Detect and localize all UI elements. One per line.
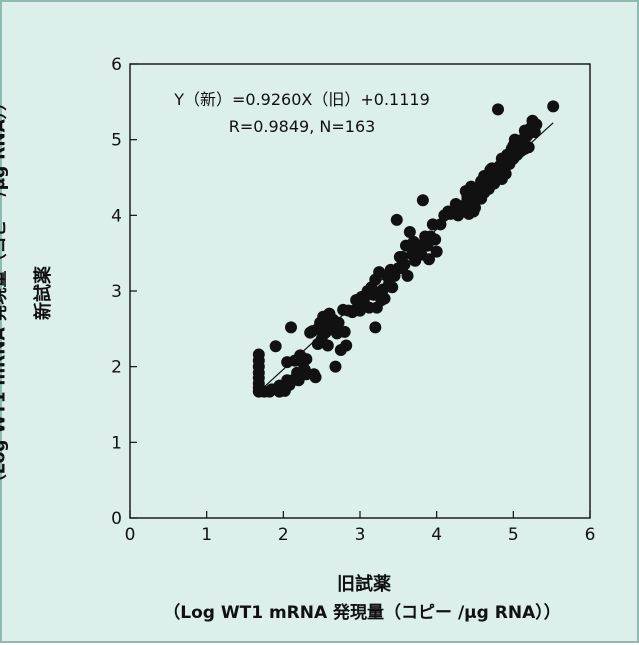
data-point bbox=[252, 348, 265, 361]
x-axis-title: 旧試薬 bbox=[337, 574, 391, 595]
data-point bbox=[465, 180, 478, 193]
x-tick-label: 0 bbox=[125, 525, 136, 545]
data-point bbox=[369, 273, 382, 286]
data-point bbox=[461, 190, 474, 203]
data-point bbox=[403, 225, 416, 238]
x-tick-label: 4 bbox=[431, 525, 442, 545]
y-tick-label: 1 bbox=[111, 433, 122, 453]
data-point bbox=[429, 233, 442, 246]
data-point bbox=[338, 325, 351, 338]
data-point bbox=[469, 201, 481, 214]
x-tick-label: 5 bbox=[508, 525, 519, 545]
data-point bbox=[285, 321, 297, 334]
data-point bbox=[478, 169, 491, 182]
data-point bbox=[522, 141, 535, 154]
data-point bbox=[547, 100, 560, 113]
data-points bbox=[252, 100, 560, 398]
y-tick-label: 6 bbox=[111, 55, 122, 75]
data-point bbox=[386, 281, 399, 294]
x-tick-label: 3 bbox=[355, 525, 366, 545]
data-point bbox=[499, 167, 512, 180]
data-point bbox=[384, 271, 397, 284]
data-point bbox=[401, 269, 414, 282]
data-point bbox=[511, 135, 524, 148]
y-tick-label: 0 bbox=[111, 509, 122, 529]
data-point bbox=[369, 321, 382, 334]
data-point bbox=[332, 316, 345, 329]
data-point bbox=[309, 371, 322, 384]
data-point bbox=[273, 379, 286, 392]
data-point bbox=[419, 235, 432, 248]
data-point bbox=[444, 207, 457, 220]
axis-ticks: 0 1 2 3 4 5 6 0 1 2 3 4 5 6 bbox=[111, 55, 595, 545]
data-point bbox=[492, 103, 504, 116]
y-tick-label: 3 bbox=[111, 282, 122, 302]
data-point bbox=[347, 304, 360, 317]
y-tick-label: 5 bbox=[111, 131, 122, 151]
y-tick-label: 4 bbox=[111, 206, 122, 226]
x-axis-subtitle: （Log WT1 mRNA 発現量（コピー /μg RNA）） bbox=[163, 603, 561, 623]
data-point bbox=[416, 194, 429, 207]
x-tick-label: 1 bbox=[201, 525, 212, 545]
data-point bbox=[485, 162, 498, 175]
y-axis-title: 新試薬 bbox=[33, 266, 54, 320]
data-point bbox=[378, 292, 391, 305]
data-point bbox=[430, 245, 443, 258]
data-point bbox=[518, 124, 531, 137]
data-point bbox=[300, 353, 313, 366]
data-point bbox=[530, 118, 543, 131]
data-point bbox=[361, 288, 374, 301]
regression-equation: Y（新）=0.9260X（旧）+0.1119 bbox=[173, 90, 430, 109]
y-tick-label: 2 bbox=[111, 358, 122, 378]
y-axis-subtitle: （Log WT1 mRNA 発現量（コピー /μg RNA）） bbox=[0, 93, 10, 492]
data-point bbox=[269, 340, 282, 353]
data-point bbox=[434, 218, 447, 231]
correlation-stats: R=0.9849, N=163 bbox=[229, 117, 376, 136]
data-point bbox=[503, 150, 516, 163]
data-point bbox=[329, 360, 342, 373]
data-point bbox=[396, 250, 409, 263]
data-point bbox=[340, 339, 353, 352]
regression-line bbox=[258, 122, 554, 393]
data-point bbox=[323, 307, 336, 320]
data-point bbox=[390, 213, 403, 226]
x-tick-label: 2 bbox=[278, 525, 289, 545]
data-point bbox=[423, 253, 435, 266]
data-point bbox=[311, 322, 324, 335]
x-tick-label: 6 bbox=[585, 525, 596, 545]
data-point bbox=[321, 339, 334, 352]
data-point bbox=[407, 239, 420, 252]
